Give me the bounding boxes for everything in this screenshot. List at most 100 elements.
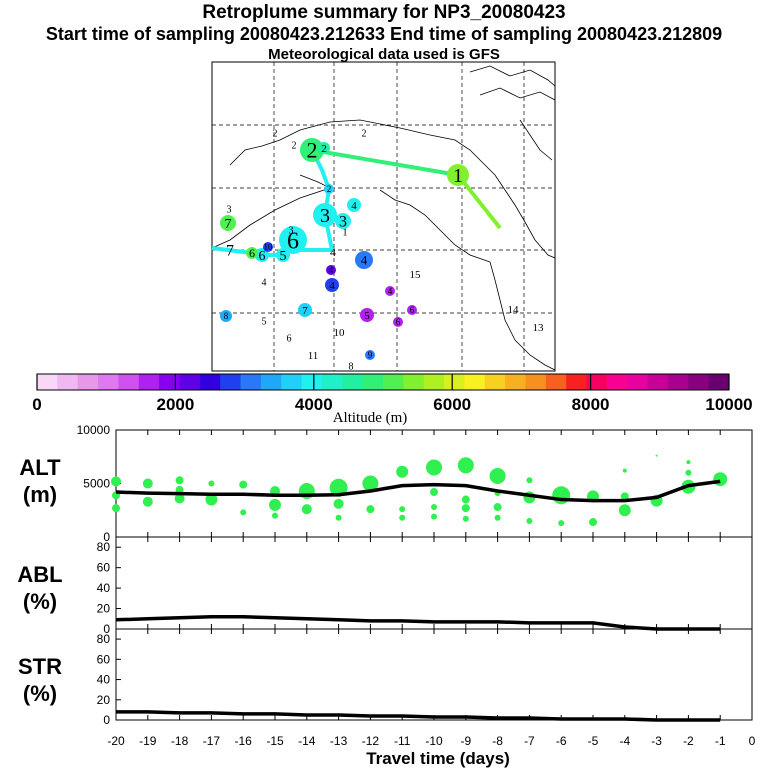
plume-marker-label: 6 [396, 317, 401, 327]
colorbar-swatch [57, 374, 79, 390]
plume-marker-label: 9 [368, 350, 373, 360]
alt-scatter-point [272, 512, 278, 519]
x-tick-label: -8 [492, 734, 503, 748]
colorbar-tick-label: 2000 [156, 395, 194, 414]
plume-marker-circle [325, 278, 339, 292]
alt-scatter-point [622, 468, 627, 473]
trajectory-track-1 [456, 173, 502, 230]
alt-scatter-point [430, 488, 438, 497]
alt-scatter-point [362, 475, 379, 492]
alt-scatter-point [399, 514, 406, 521]
map-day-label: 2 [362, 129, 367, 140]
colorbar-swatch [118, 374, 140, 390]
map-day-label: 13 [533, 322, 545, 334]
alt-scatter-point [174, 493, 185, 504]
colorbar-tick-label: 4000 [295, 395, 333, 414]
plume-marker-label: 7 [302, 305, 308, 317]
alt-scatter-point [269, 498, 281, 511]
map-day-label: 4 [262, 278, 267, 289]
map-day-label: 2 [292, 141, 297, 152]
colorbar-swatch [260, 374, 282, 390]
plume-marker-label: 3 [339, 214, 347, 231]
colorbar-tick-labels: 0 2000 4000 6000 8000 10000 [32, 395, 752, 414]
colorbar-swatch [566, 374, 588, 390]
colorbar-swatch [444, 374, 465, 390]
colorbar-swatch [179, 374, 201, 390]
plume-marker-circle [313, 203, 337, 227]
plume-marker-label: 6 [410, 305, 415, 315]
plume-marker-label: 6 [259, 249, 266, 264]
alt-units: (m) [23, 482, 57, 507]
colorbar-tick-label: 0 [32, 395, 41, 414]
x-tick-label: -10 [425, 734, 443, 748]
alt-scatter-point [426, 459, 442, 476]
alt-scatter-point [462, 515, 469, 522]
alt-scatter-point [461, 495, 470, 504]
alt-scatter-point [686, 460, 691, 465]
alt-scatter-point [301, 504, 312, 515]
plume-marker-circle [318, 142, 330, 154]
alt-scatter-point [494, 514, 501, 521]
abl-ytick-label: 60 [97, 561, 111, 575]
x-axis-label: Travel time (days) [366, 749, 510, 768]
map-day-label: 8 [349, 362, 354, 373]
abl-ytick-label: 40 [97, 581, 111, 595]
colorbar-swatch [281, 374, 303, 390]
colorbar-swatch [525, 374, 547, 390]
abl-units: (%) [23, 589, 57, 614]
abl-series-line [115, 614, 721, 631]
plume-marker-circle [255, 248, 269, 262]
colorbar-swatch [403, 374, 425, 390]
plume-marker-label: 2 [321, 143, 327, 155]
colorbar-swatch [199, 374, 221, 390]
colorbar-swatch [464, 374, 486, 390]
colorbar-swatch [627, 374, 649, 390]
str-ytick-label: 20 [97, 693, 111, 707]
alt-scatter-point [461, 504, 470, 513]
str-ytick-label: 60 [97, 652, 111, 666]
colorbar-swatch [586, 374, 608, 390]
str-label: STR [18, 654, 62, 679]
x-tick-label: -7 [524, 734, 535, 748]
plume-marker-circle [447, 164, 469, 186]
met-data-note: Meteorological data used is GFS [268, 46, 500, 63]
x-tick-label: -4 [619, 734, 630, 748]
map-day-label: 6 [287, 334, 292, 345]
colorbar-swatch [98, 374, 119, 390]
colorbar-swatch [545, 374, 567, 390]
plume-marker-circle [326, 265, 336, 275]
plume-marker-label: 4 [388, 286, 393, 296]
alt-scatter-point [713, 472, 728, 487]
colorbar-swatch [342, 374, 364, 390]
colorbar-swatch [383, 374, 404, 390]
plume-marker-circle [360, 308, 374, 322]
plume-marker-circle [279, 226, 307, 254]
x-tick-label: -20 [107, 734, 125, 748]
str-panel: 80 60 40 20 0 STR(%) [18, 628, 753, 727]
x-tick-label: -3 [651, 734, 662, 748]
plume-marker-label: 1 [453, 165, 463, 187]
plume-marker-circle [365, 350, 375, 360]
x-tick-label: -6 [556, 734, 567, 748]
map-day-label: 10 [334, 327, 346, 339]
x-tick-label: -9 [460, 734, 471, 748]
coastlines [211, 65, 556, 371]
x-axis: -20 -19 -18 -17 -16 -15 -14 -13 -12 -11 -10 -9 -8 -7-… [107, 734, 755, 748]
colorbar-swatch [362, 374, 384, 390]
alt-scatter-point [618, 504, 631, 517]
x-tick-label: 0 [749, 734, 756, 748]
alt-scatter-point [552, 486, 571, 505]
colorbar-swatch [484, 374, 506, 390]
plume-marker-label: 6 [249, 246, 255, 260]
colorbar-swatch [220, 374, 242, 390]
altitude-colorbar [36, 373, 730, 391]
colorbar-swatch [159, 374, 180, 390]
alt-scatter-point [558, 520, 565, 527]
plume-marker-circle [298, 303, 312, 317]
alt-ytick-label: 5000 [83, 477, 110, 491]
plume-marker-label: 5 [280, 249, 287, 264]
str-panel-frame [115, 628, 753, 721]
map-day-label: 14 [508, 304, 520, 316]
colorbar-swatch [301, 374, 323, 390]
